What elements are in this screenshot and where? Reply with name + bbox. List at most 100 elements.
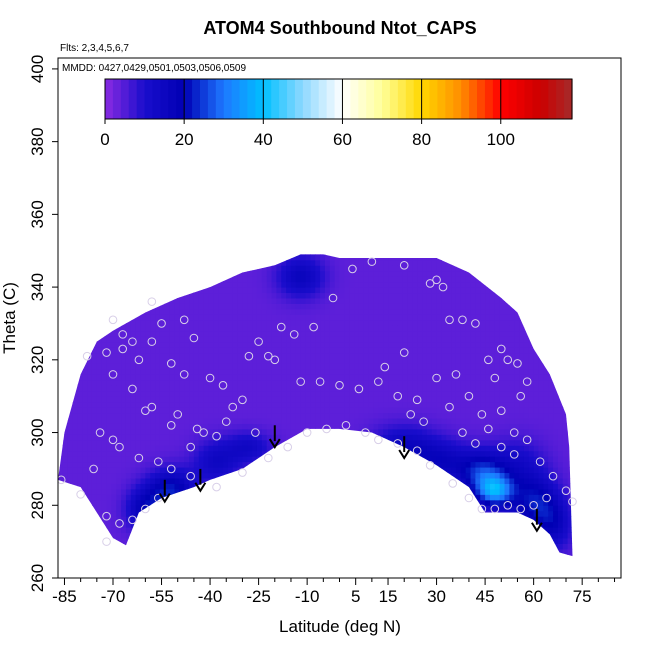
heat-cell bbox=[125, 418, 132, 424]
heat-cell bbox=[436, 543, 442, 550]
heat-cell bbox=[266, 478, 273, 484]
heat-cell bbox=[256, 527, 263, 534]
heat-cell bbox=[271, 478, 277, 484]
heat-cell bbox=[232, 527, 239, 534]
heat-cell bbox=[58, 510, 64, 517]
heat-cell bbox=[281, 407, 287, 414]
heat-cell bbox=[455, 358, 462, 364]
heat-cell bbox=[179, 499, 185, 506]
heat-cell bbox=[378, 243, 383, 249]
heat-cell bbox=[300, 330, 307, 337]
heat-cell bbox=[179, 472, 185, 479]
heat-cell bbox=[218, 412, 224, 419]
heat-cell bbox=[96, 461, 103, 468]
heat-cell bbox=[145, 347, 151, 354]
heat-cell bbox=[383, 450, 389, 457]
heat-cell bbox=[310, 281, 316, 288]
heat-cell bbox=[329, 330, 336, 337]
heat-cell bbox=[111, 565, 116, 571]
heat-cell bbox=[179, 467, 185, 474]
heat-cell bbox=[290, 483, 297, 490]
heat-cell bbox=[460, 510, 467, 517]
heat-cell bbox=[426, 254, 433, 261]
heat-cell bbox=[315, 510, 321, 517]
heat-cell bbox=[320, 292, 326, 299]
heat-cell bbox=[461, 565, 466, 571]
heat-cell bbox=[358, 499, 365, 506]
heat-cell bbox=[349, 396, 355, 403]
heat-cell bbox=[295, 478, 302, 484]
heat-cell bbox=[106, 303, 112, 310]
heat-cell bbox=[441, 439, 447, 446]
heat-cell bbox=[208, 270, 214, 277]
heat-cell bbox=[193, 314, 200, 321]
heat-cell bbox=[237, 374, 243, 381]
heat-cell bbox=[169, 390, 175, 397]
heat-cell bbox=[155, 532, 161, 539]
heat-cell bbox=[256, 352, 263, 359]
heat-cell bbox=[106, 423, 112, 430]
heat-cell bbox=[383, 548, 389, 555]
heat-cell bbox=[441, 336, 447, 343]
heat-cell bbox=[208, 439, 214, 446]
heat-cell bbox=[82, 456, 88, 463]
heat-cell bbox=[237, 532, 243, 539]
heat-cell bbox=[150, 358, 156, 364]
heat-cell bbox=[227, 265, 234, 272]
heat-cell bbox=[368, 259, 374, 266]
heat-cell bbox=[237, 390, 243, 397]
heat-cell bbox=[349, 565, 354, 571]
heat-cell bbox=[300, 396, 307, 403]
heat-cell bbox=[150, 259, 156, 266]
heat-cell bbox=[261, 499, 268, 506]
heat-cell bbox=[392, 254, 399, 261]
heat-cell bbox=[193, 379, 200, 386]
heat-cell bbox=[290, 276, 297, 283]
heat-cell bbox=[247, 347, 253, 354]
heat-cell bbox=[407, 521, 413, 528]
heat-cell bbox=[155, 330, 161, 337]
heat-cell bbox=[232, 314, 239, 321]
heat-cell bbox=[58, 418, 64, 424]
heat-cell bbox=[150, 379, 156, 386]
heat-cell bbox=[130, 314, 137, 321]
heat-cell bbox=[189, 538, 195, 544]
heat-cell bbox=[91, 428, 98, 435]
heat-cell bbox=[281, 358, 287, 364]
heat-cell bbox=[125, 368, 132, 375]
heat-cell bbox=[354, 499, 360, 506]
heat-cell bbox=[349, 478, 355, 484]
heat-cell bbox=[145, 325, 151, 332]
heat-cell bbox=[339, 494, 345, 501]
heat-cell bbox=[82, 434, 88, 441]
heat-cell bbox=[135, 265, 142, 272]
heat-cell bbox=[354, 494, 360, 501]
heat-cell bbox=[388, 298, 394, 304]
heat-cell bbox=[417, 532, 423, 539]
heat-cell bbox=[446, 319, 452, 326]
heat-cell bbox=[310, 396, 316, 403]
heat-cell bbox=[261, 450, 268, 457]
heat-cell bbox=[82, 543, 88, 550]
heat-cell bbox=[72, 396, 78, 403]
heat-cell bbox=[261, 287, 268, 294]
heat-cell bbox=[368, 358, 374, 364]
heat-cell bbox=[300, 423, 307, 430]
heat-cell bbox=[397, 374, 404, 381]
heat-cell bbox=[358, 488, 365, 495]
heat-cell bbox=[199, 565, 204, 571]
heat-cell bbox=[62, 434, 69, 441]
heat-cell bbox=[363, 423, 370, 430]
heat-cell bbox=[164, 483, 171, 490]
heat-cell bbox=[446, 445, 452, 452]
heat-cell bbox=[426, 478, 433, 484]
heat-cell bbox=[407, 325, 413, 332]
heat-cell bbox=[213, 374, 219, 381]
heat-cell bbox=[101, 450, 108, 457]
heat-cell bbox=[412, 560, 417, 566]
heat-cell bbox=[412, 276, 418, 283]
heat-cell bbox=[261, 325, 268, 332]
heat-cell bbox=[159, 292, 166, 299]
heat-cell bbox=[140, 287, 146, 294]
heat-cell bbox=[261, 478, 268, 484]
